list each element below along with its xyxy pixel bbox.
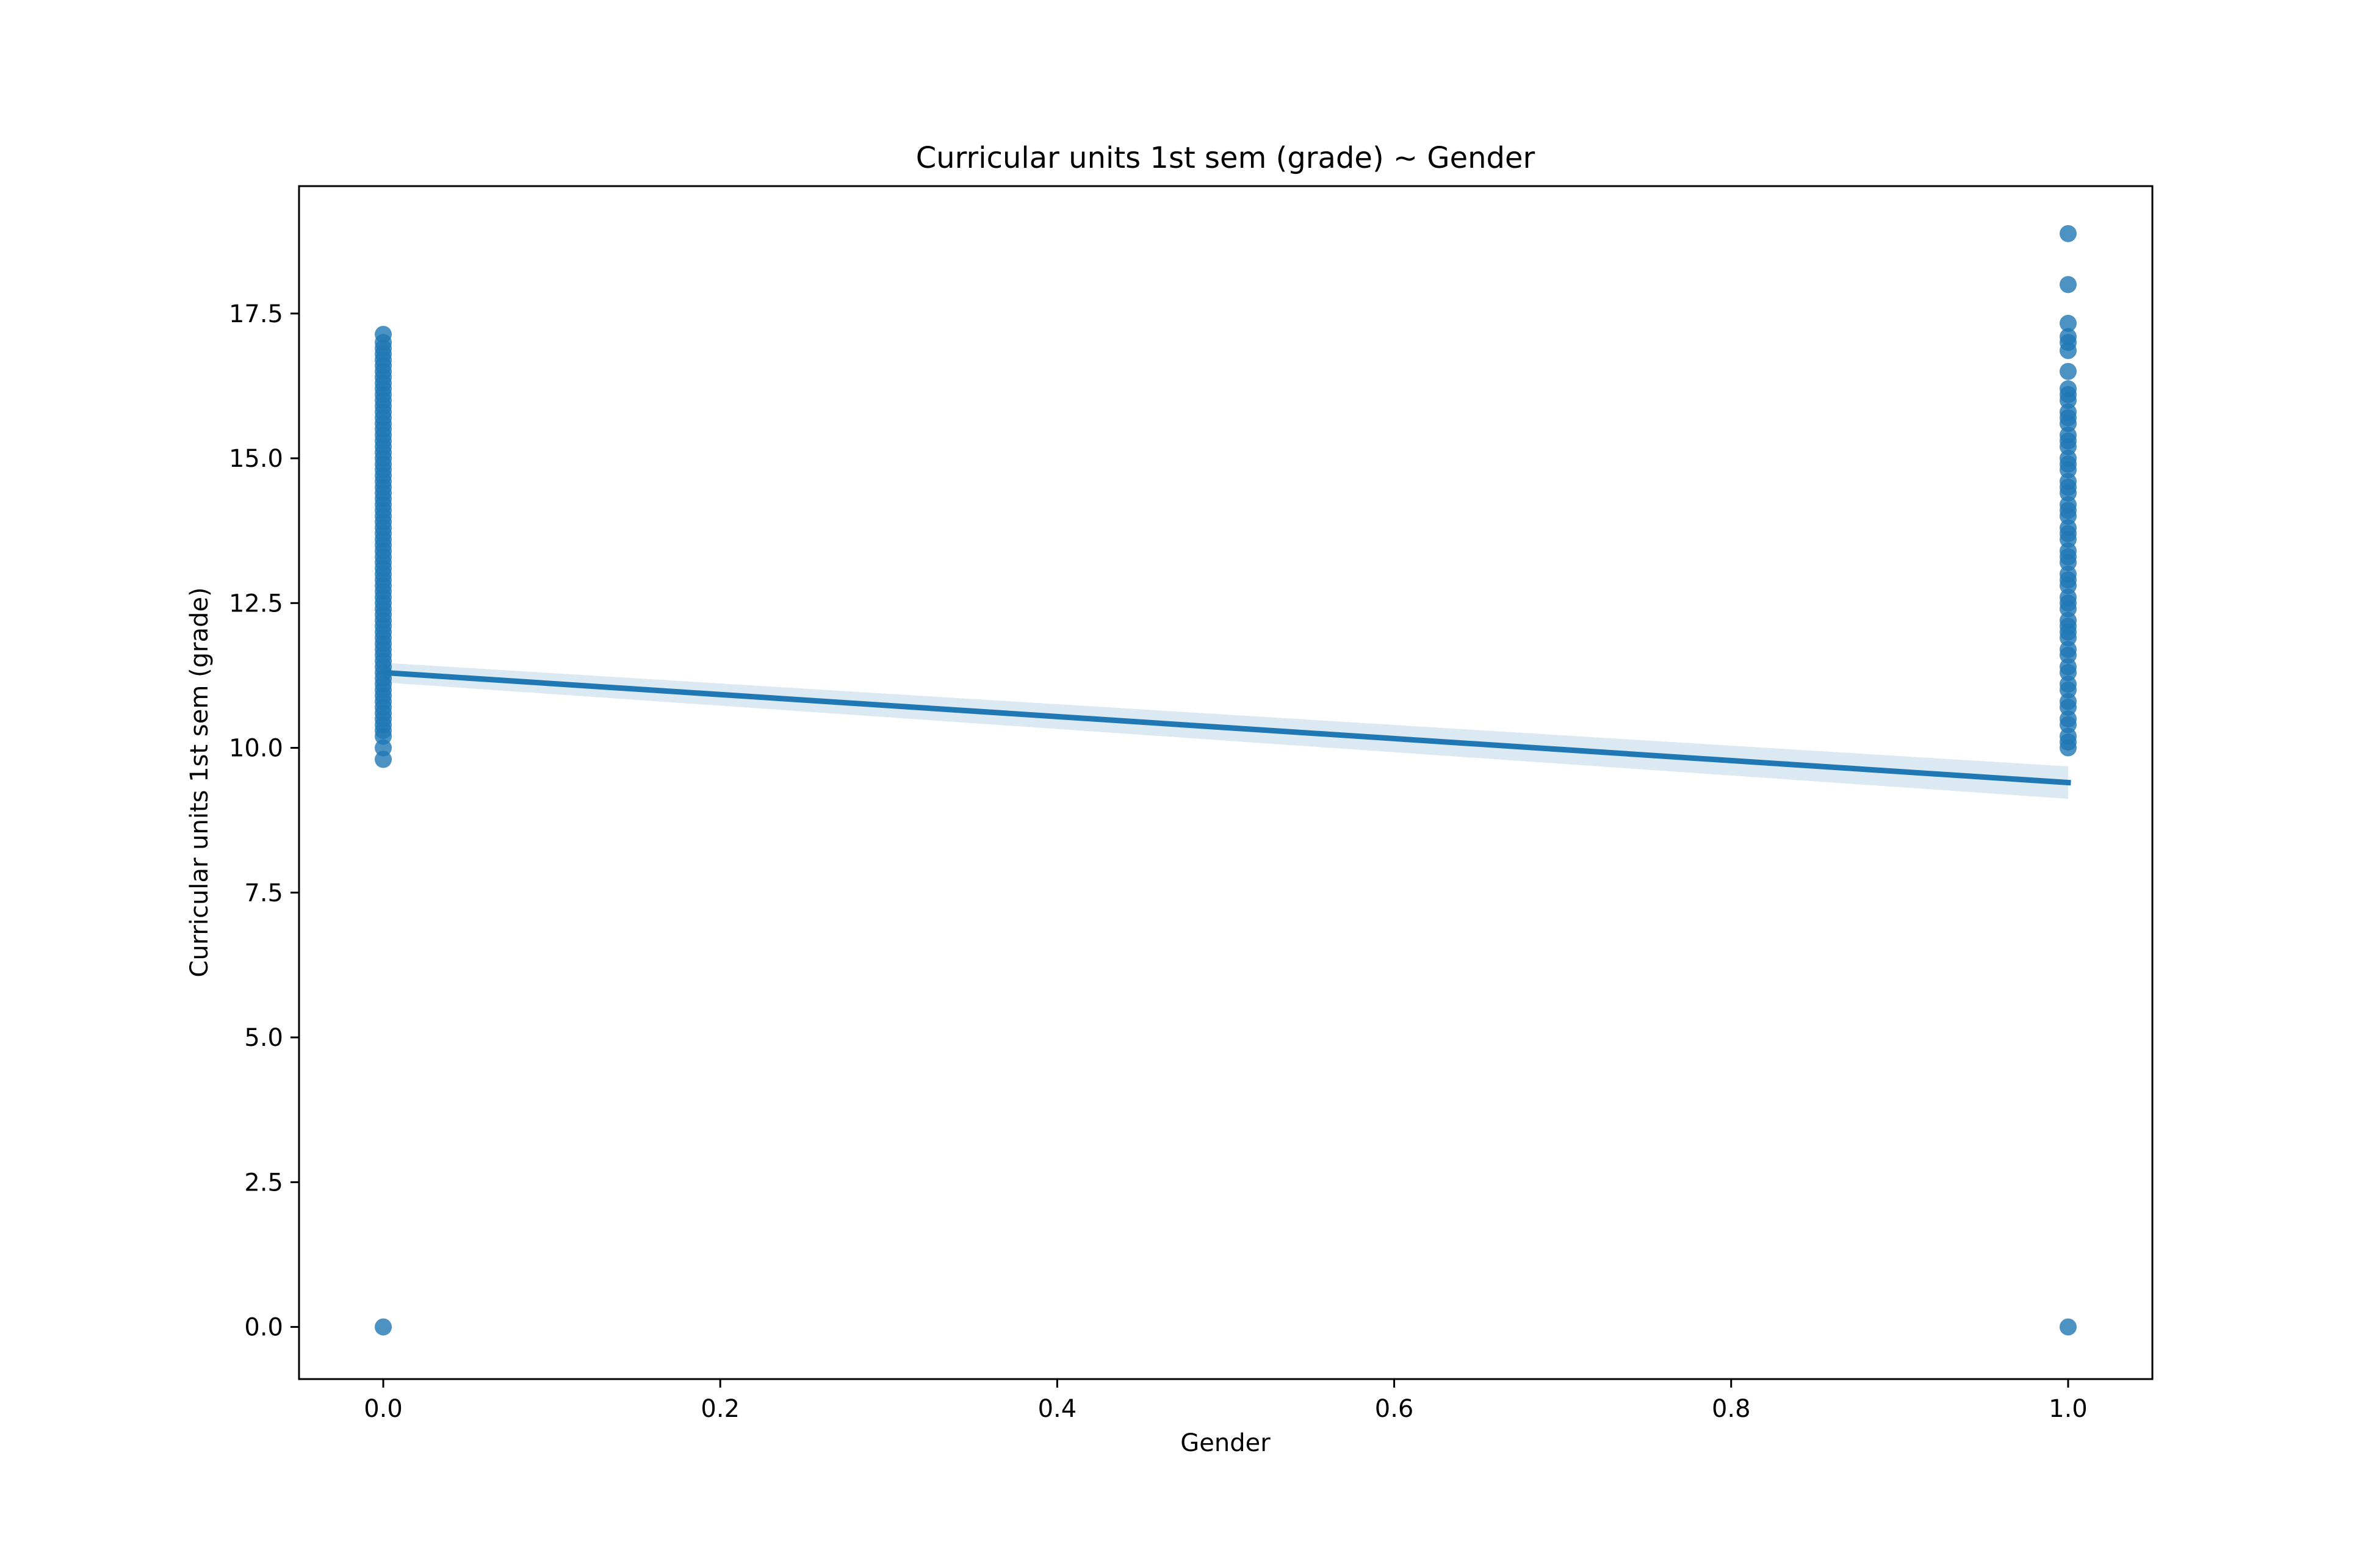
axes: 0.0 0.2 0.4 0.6 0.8 1.0 0.0 2.5 5.0 7.5 10.0 12.5 15… (229, 185, 2154, 1423)
data-point (2059, 276, 2077, 294)
x-tick-label: 0.4 (1038, 1395, 1077, 1423)
y-tick-label: 10.0 (229, 735, 283, 763)
y-tick-label: 5.0 (244, 1024, 283, 1052)
x-tick-label: 1.0 (2049, 1395, 2088, 1423)
data-point (375, 325, 392, 343)
y-tick-label: 0.0 (244, 1314, 283, 1342)
plot-area (375, 225, 2077, 1336)
y-tick-label: 17.5 (229, 300, 283, 328)
chart-title: Curricular units 1st sem (grade) ~ Gende… (916, 141, 1535, 175)
plot-frame (298, 185, 2154, 1380)
regression-line (380, 669, 2071, 786)
data-point (2059, 328, 2077, 345)
data-point (375, 1318, 392, 1336)
data-point (2059, 1318, 2077, 1336)
y-tick-label: 2.5 (244, 1169, 283, 1197)
x-axis-label: Gender (1180, 1429, 1271, 1457)
y-tick-label: 7.5 (244, 879, 283, 907)
confidence-band (383, 663, 2068, 799)
data-point (2059, 225, 2077, 242)
x-tick-label: 0.2 (701, 1395, 740, 1423)
x-tick-label: 0.8 (1712, 1395, 1751, 1423)
y-axis-label: Curricular units 1st sem (grade) (186, 587, 214, 977)
data-point (2059, 380, 2077, 398)
data-point (2059, 362, 2077, 380)
data-point (2059, 314, 2077, 332)
x-tick-label: 0.6 (1375, 1395, 1414, 1423)
y-tick-label: 12.5 (229, 589, 283, 618)
y-tick-label: 15.0 (229, 445, 283, 473)
x-tick-label: 0.0 (364, 1395, 403, 1423)
